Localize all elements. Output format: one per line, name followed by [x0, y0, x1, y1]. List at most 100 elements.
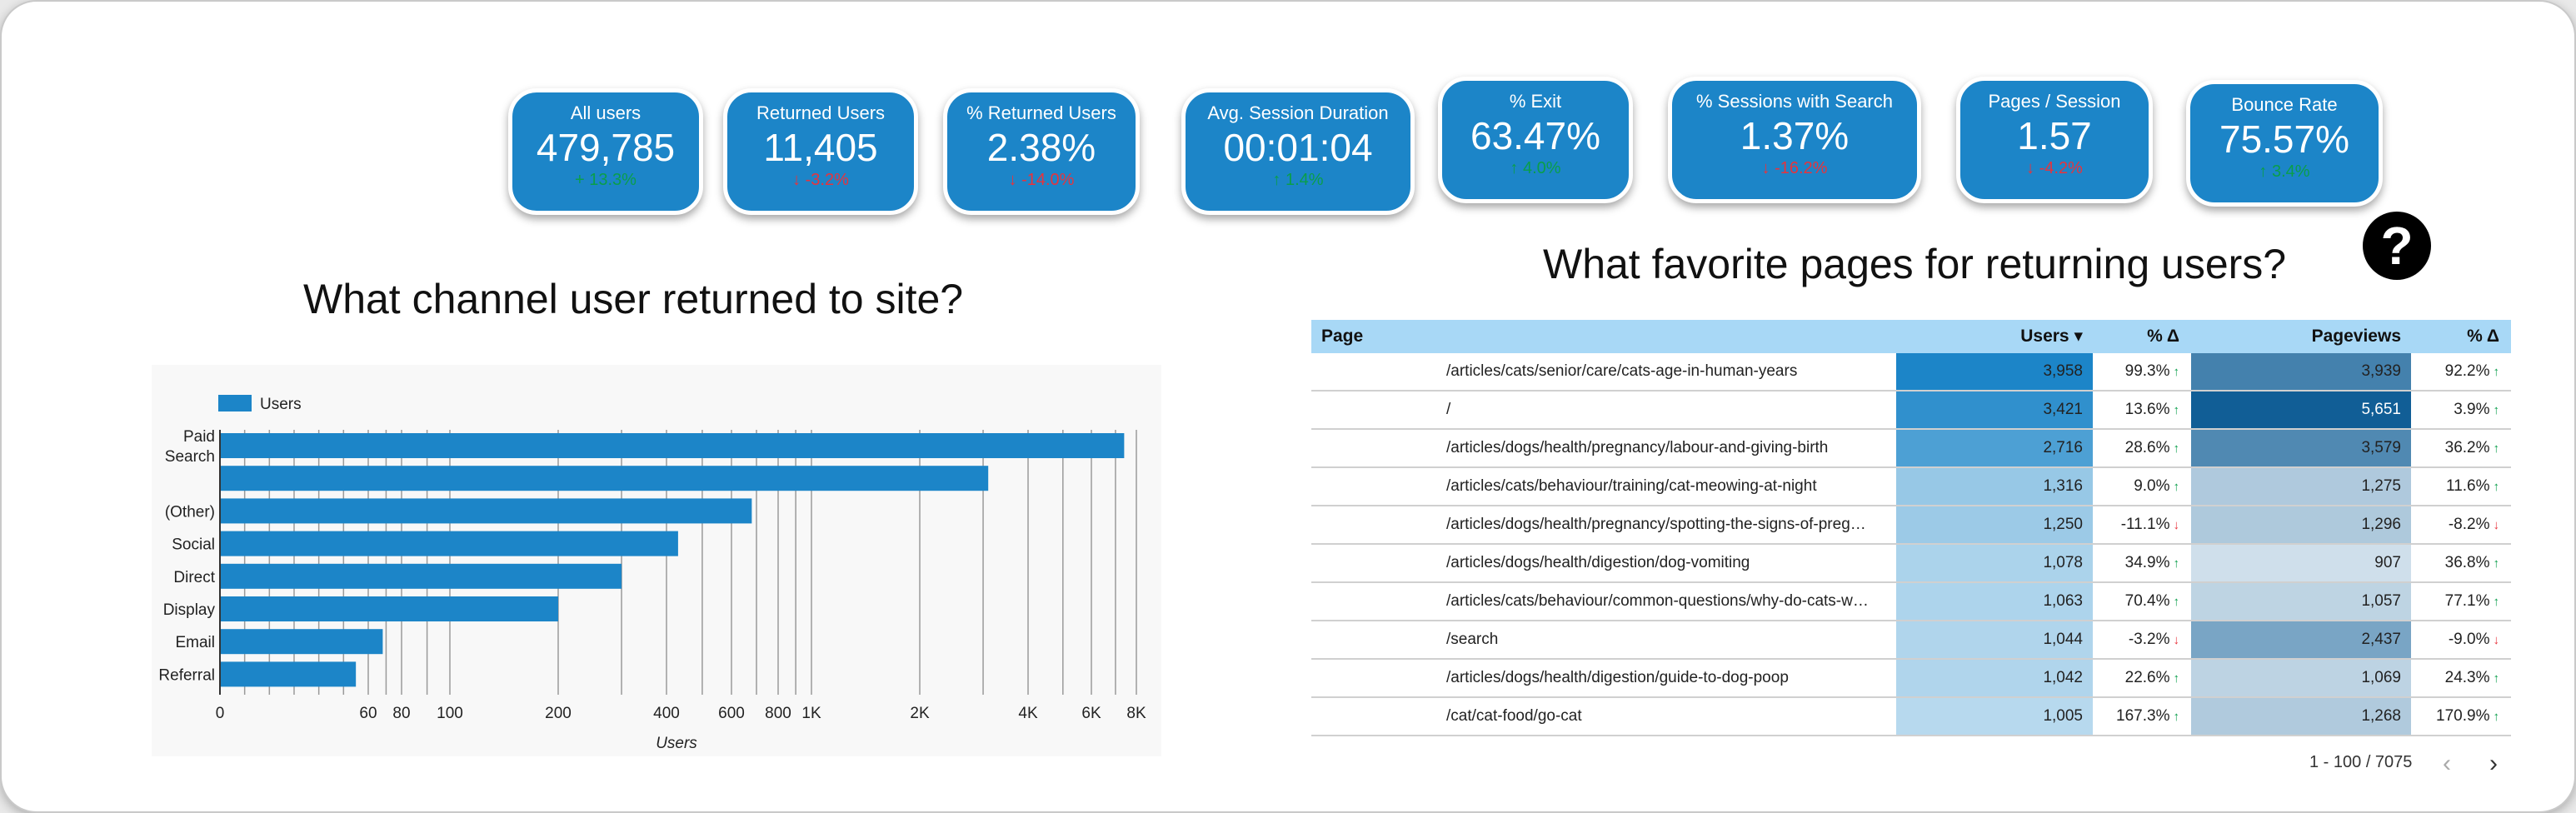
delta-value: 92.2% [2444, 362, 2490, 380]
users-delta-cell: 13.6% ↑ [2093, 392, 2191, 428]
pages-table: Page Users ▾ % Δ Pageviews % Δ /articles… [1311, 320, 2511, 746]
pageviews-delta-cell: 11.6% ↑ [2411, 468, 2511, 505]
table-row[interactable]: /articles/dogs/health/pregnancy/labour-a… [1311, 430, 2511, 468]
users-delta-cell: 99.3% ↑ [2093, 353, 2191, 390]
kpi-delta: + 13.3% [575, 171, 637, 189]
users-delta-cell: 167.3% ↑ [2093, 698, 2191, 735]
next-page-icon[interactable]: › [2489, 750, 2498, 777]
pageviews-delta-cell: 36.2% ↑ [2411, 430, 2511, 466]
category-label: Email [175, 634, 215, 651]
arrow-up-icon: ↑ [2493, 710, 2500, 724]
table-row[interactable]: /articles/cats/behaviour/common-question… [1311, 583, 2511, 621]
kpi-value: 1.57 [2017, 114, 2092, 157]
pageviews-cell: 3,579 [2191, 430, 2411, 466]
bar [220, 466, 989, 491]
kpi-delta: ↓ -4.2% [2026, 159, 2083, 177]
pages-table-title: What favorite pages for returning users? [1543, 241, 2287, 287]
kpi-pages-per-session: Pages / Session 1.57 ↓ -4.2% [1956, 77, 2153, 203]
arrow-up-icon: ↑ [2493, 671, 2500, 686]
x-tick-label: 80 [392, 705, 410, 722]
arrow-down-icon: ↓ [2493, 518, 2500, 532]
delta-value: 36.2% [2444, 439, 2490, 456]
pageviews-delta-cell: 36.8% ↑ [2411, 545, 2511, 581]
pageviews-cell: 1,296 [2191, 506, 2411, 543]
kpi-label: % Exit [1509, 91, 1562, 112]
delta-value: 34.9% [2124, 554, 2170, 571]
users-cell: 1,063 [1896, 583, 2093, 620]
pageviews-cell: 1,057 [2191, 583, 2411, 620]
table-header: Page Users ▾ % Δ Pageviews % Δ [1311, 320, 2511, 353]
users-cell: 1,078 [1896, 545, 2093, 581]
pageviews-delta-cell: 77.1% ↑ [2411, 583, 2511, 620]
arrow-up-icon: ↑ [2493, 365, 2500, 379]
users-delta-cell: 28.6% ↑ [2093, 430, 2191, 466]
kpi-delta: ↑ 3.4% [2259, 162, 2310, 181]
kpi-delta: ↓ -16.2% [1761, 159, 1828, 177]
arrow-up-icon: ↑ [2493, 403, 2500, 417]
users-delta-cell: 70.4% ↑ [2093, 583, 2191, 620]
arrow-up-icon: ↑ [2173, 403, 2180, 417]
table-row[interactable]: /articles/cats/senior/care/cats-age-in-h… [1311, 353, 2511, 392]
arrow-up-icon: ↑ [2173, 441, 2180, 456]
kpi-bounce-rate: Bounce Rate 75.57% ↑ 3.4% [2186, 80, 2383, 207]
kpi-exit-pct: % Exit 63.47% ↑ 4.0% [1438, 77, 1633, 203]
table-row[interactable]: /search 1,044 -3.2% ↓ 2,437 -9.0% ↓ [1311, 621, 2511, 660]
delta-value: 24.3% [2444, 669, 2490, 686]
bar [220, 531, 678, 556]
arrow-up-icon: ↑ [2493, 556, 2500, 571]
col-header-page[interactable]: Page [1321, 327, 1364, 346]
kpi-avg-session-duration: Avg. Session Duration 00:01:04 ↑ 1.4% [1181, 88, 1415, 215]
delta-value: 28.6% [2124, 439, 2170, 456]
pageviews-delta-cell: 3.9% ↑ [2411, 392, 2511, 428]
category-label: Social [172, 536, 215, 554]
col-header-pageviews[interactable]: Pageviews [2311, 327, 2401, 346]
arrow-down-icon: ↓ [2173, 518, 2180, 532]
arrow-up-icon: ↑ [2493, 595, 2500, 609]
pageviews-delta-cell: 170.9% ↑ [2411, 698, 2511, 735]
table-row[interactable]: /cat/cat-food/go-cat 1,005 167.3% ↑ 1,268 170… [1311, 698, 2511, 736]
category-label: Display [163, 601, 216, 619]
table-row[interactable]: /3,421 13.6% ↑ 5,651 3.9% ↑ [1311, 392, 2511, 430]
question-circle-icon[interactable]: ? [2363, 212, 2431, 280]
kpi-delta: ↓ -14.0% [1008, 171, 1075, 189]
table-row[interactable]: /articles/dogs/health/digestion/guide-to… [1311, 660, 2511, 698]
delta-value: 9.0% [2134, 477, 2170, 495]
kpi-value: 2.38% [986, 126, 1096, 169]
delta-value: 70.4% [2124, 592, 2170, 610]
kpi-label: Returned Users [756, 102, 886, 123]
page-path-cell: / [1446, 401, 1451, 418]
col-header-pageviews-delta[interactable]: % Δ [2467, 327, 2499, 346]
prev-page-icon[interactable]: ‹ [2443, 750, 2451, 777]
users-cell: 2,716 [1896, 430, 2093, 466]
users-delta-cell: -11.1% ↓ [2093, 506, 2191, 543]
delta-value: -9.0% [2448, 631, 2490, 648]
arrow-up-icon: ↑ [2173, 480, 2180, 494]
pageviews-cell: 3,939 [2191, 353, 2411, 390]
users-cell: 1,316 [1896, 468, 2093, 505]
col-header-users-delta[interactable]: % Δ [2147, 327, 2179, 346]
page-path-cell: /articles/dogs/health/digestion/guide-to… [1446, 669, 1789, 686]
delta-value: 11.6% [2446, 477, 2490, 495]
pageviews-delta-cell: -8.2% ↓ [2411, 506, 2511, 543]
col-header-users[interactable]: Users ▾ [2020, 327, 2083, 346]
table-row[interactable]: /articles/dogs/health/pregnancy/spotting… [1311, 506, 2511, 545]
delta-value: 13.6% [2124, 401, 2170, 418]
users-delta-cell: 22.6% ↑ [2093, 660, 2191, 696]
x-tick-label: 60 [359, 705, 377, 722]
page-path-cell: /articles/cats/behaviour/training/cat-me… [1446, 477, 1817, 495]
kpi-value: 75.57% [2219, 117, 2349, 161]
x-tick-label: 800 [765, 705, 791, 722]
kpi-sessions-with-search: % Sessions with Search 1.37% ↓ -16.2% [1668, 77, 1921, 203]
pageviews-cell: 1,069 [2191, 660, 2411, 696]
channel-bar-chart: Users Paid Search (Other) Social Direct Displa… [158, 395, 1146, 752]
table-row[interactable]: /articles/dogs/health/digestion/dog-vomi… [1311, 545, 2511, 583]
kpi-value: 63.47% [1470, 114, 1600, 157]
users-cell: 1,044 [1896, 621, 2093, 658]
category-label: (Other) [165, 503, 215, 521]
table-row[interactable]: /articles/cats/behaviour/training/cat-me… [1311, 468, 2511, 506]
x-tick-label: 400 [653, 705, 680, 722]
users-delta-cell: 9.0% ↑ [2093, 468, 2191, 505]
kpi-delta: ↑ 1.4% [1272, 171, 1324, 189]
users-delta-cell: -3.2% ↓ [2093, 621, 2191, 658]
x-tick-label: 1K [801, 705, 821, 722]
